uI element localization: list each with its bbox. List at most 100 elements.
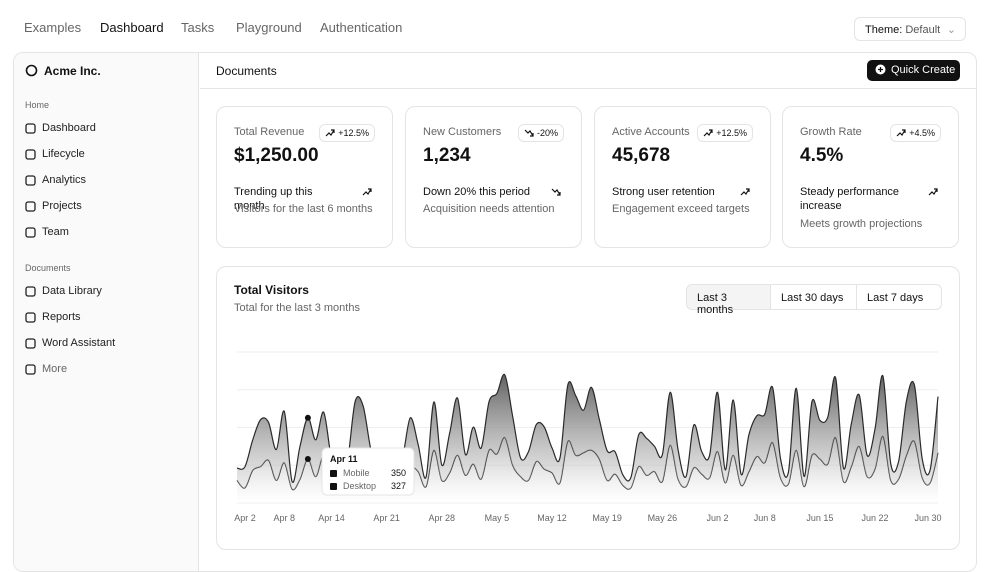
trend-icon — [896, 129, 906, 137]
card-trend: Steady performance increase — [800, 186, 900, 212]
theme-select[interactable]: Theme: Default ⌄ — [854, 17, 966, 41]
nav-link[interactable]: Tasks — [181, 20, 215, 35]
x-tick-label: Apr 21 — [373, 513, 400, 523]
x-tick-label: Apr 28 — [429, 513, 456, 523]
sidebar-item[interactable]: Projects — [25, 200, 82, 212]
sidebar-item[interactable]: Reports — [25, 311, 81, 323]
card-value: 4.5% — [800, 145, 844, 166]
nav-link[interactable]: Examples — [24, 20, 82, 35]
theme-value: Default — [905, 24, 941, 36]
x-tick-label: May 19 — [592, 513, 622, 523]
trend-icon — [362, 183, 372, 201]
item-icon — [25, 285, 36, 297]
chart-card: Total Visitors Total for the last 3 mont… — [216, 266, 960, 550]
item-icon — [25, 337, 36, 349]
chart-title: Total Visitors — [234, 283, 309, 297]
card-label: Total Revenue — [234, 126, 305, 138]
sidebar-item[interactable]: More — [25, 363, 67, 375]
nav-link[interactable]: Authentication — [320, 20, 403, 35]
card-badge: +12.5% — [697, 124, 753, 142]
x-tick-label: Jun 22 — [861, 513, 888, 523]
stat-card: New Customers -20% 1,234 Down 20% this peri… — [405, 106, 582, 248]
brand: Acme Inc. — [44, 64, 101, 78]
app-frame: Acme Inc. Home Dashboard Lifecycle Analytic… — [13, 52, 977, 572]
divider — [200, 88, 976, 89]
sidebar: Acme Inc. Home Dashboard Lifecycle Analytic… — [14, 53, 199, 571]
sidebar-item[interactable]: Dashboard — [25, 122, 96, 134]
item-icon — [25, 200, 36, 212]
item-icon — [25, 311, 36, 323]
x-tick-label: Jun 30 — [914, 513, 941, 523]
x-tick-label: Jun 8 — [754, 513, 776, 523]
card-trend: Trending up this month — [234, 186, 313, 212]
card-label: Growth Rate — [800, 126, 862, 138]
x-tick-label: May 12 — [537, 513, 567, 523]
badge-value: -20% — [536, 128, 558, 138]
item-icon — [25, 122, 36, 134]
tooltip: Apr 11 Mobile 350 Desktop 327 — [321, 447, 415, 496]
stat-card: Total Revenue +12.5% $1,250.00 Trending up … — [216, 106, 393, 248]
card-note: Engagement exceed targets — [612, 203, 750, 215]
trend-icon — [703, 129, 713, 137]
x-tick-label: Apr 2 — [234, 513, 256, 523]
sidebar-item[interactable]: Data Library — [25, 285, 102, 297]
nav-link[interactable]: Dashboard — [100, 20, 164, 35]
sidebar-item[interactable]: Lifecycle — [25, 148, 85, 160]
trend-icon — [524, 129, 534, 137]
x-tick-label: Apr 8 — [274, 513, 296, 523]
x-tick-label: Apr 14 — [318, 513, 345, 523]
x-tick-label: Jun 2 — [706, 513, 728, 523]
item-label: Data Library — [42, 285, 102, 297]
item-label: Projects — [42, 200, 82, 212]
chart-subtitle: Total for the last 3 months — [234, 302, 360, 314]
card-note: Acquisition needs attention — [423, 203, 555, 215]
range-toggle[interactable]: Last 3 months — [686, 284, 771, 316]
active-dot — [304, 455, 311, 462]
tooltip-box — [321, 447, 415, 496]
item-label: More — [42, 363, 68, 375]
range-toggle[interactable]: Last 30 days — [771, 284, 857, 310]
trend-icon — [928, 188, 938, 196]
item-label: Reports — [42, 311, 81, 323]
card-trend: Strong user retention — [612, 186, 715, 198]
tooltip-series: Mobile — [343, 468, 370, 478]
item-icon — [25, 174, 36, 186]
card-badge: -20% — [517, 124, 564, 142]
page: Examples Dashboard Tasks Playground Authenti… — [13, 17, 977, 572]
stat-card: Active Accounts +12.5% 45,678 Strong user r… — [594, 106, 771, 248]
card-label: Active Accounts — [612, 126, 690, 138]
trend-icon — [551, 183, 561, 201]
tooltip-swatch — [330, 470, 337, 477]
tooltip-series: Desktop — [343, 481, 376, 491]
x-tick-label: May 26 — [648, 513, 678, 523]
item-label: Dashboard — [42, 122, 96, 134]
badge-value: +4.5% — [909, 128, 935, 138]
item-label: Word Assistant — [42, 337, 116, 349]
badge-value: +12.5% — [338, 128, 369, 138]
stat-card: Growth Rate +4.5% 4.5% Steady performance i… — [782, 106, 959, 248]
range-toggle[interactable]: Last 7 days — [857, 284, 942, 310]
trend-icon — [740, 188, 750, 196]
tooltip-value: 327 — [391, 481, 406, 491]
sidebar-item[interactable]: Analytics — [25, 174, 86, 186]
item-icon — [25, 148, 36, 160]
card-value: 45,678 — [612, 145, 671, 166]
item-icon — [25, 363, 36, 375]
area-line — [236, 373, 939, 483]
tooltip-title: Apr 11 — [330, 454, 358, 464]
tooltip-swatch — [330, 483, 337, 490]
quick-create-button[interactable]: Quick Create — [867, 60, 960, 81]
card-note: Visitors for the last 6 months — [234, 203, 373, 215]
x-tick-label: Jun 15 — [806, 513, 833, 523]
group-label: Documents — [25, 263, 71, 273]
card-value: $1,250.00 — [234, 145, 319, 166]
tooltip-value: 350 — [391, 468, 406, 478]
sidebar-item[interactable]: Word Assistant — [25, 337, 115, 349]
trend-icon — [740, 183, 750, 201]
brand-icon — [25, 64, 38, 77]
sidebar-item[interactable]: Team — [25, 226, 69, 238]
item-label: Analytics — [42, 174, 87, 186]
item-label: Team — [42, 226, 69, 238]
group-label: Home — [25, 100, 50, 110]
nav-link[interactable]: Playground — [236, 20, 302, 35]
